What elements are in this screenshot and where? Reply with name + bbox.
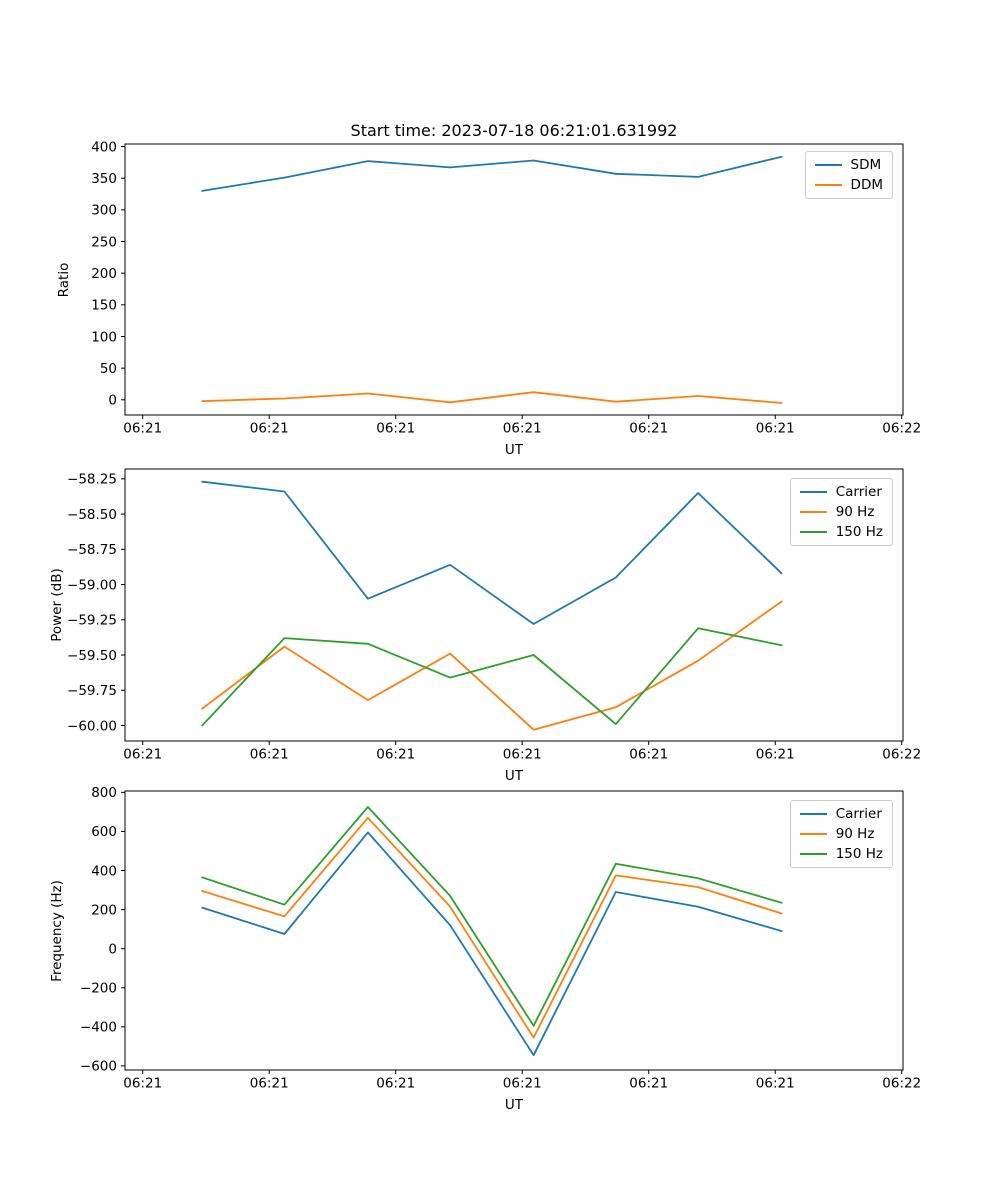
y-tick-label: 250 [91,234,117,250]
x-tick-label: 06:21 [376,747,415,763]
legend-label: Carrier [835,806,882,822]
legend-line-sample [799,491,827,493]
power-x-axis-label: UT [504,768,524,784]
legend-item: 150 Hz [799,846,883,862]
frequency-y-axis-label: Frequency (Hz) [49,880,65,982]
y-tick-label: −60.00 [67,718,117,734]
x-tick-label: 06:21 [123,747,162,763]
legend-item: 150 Hz [799,524,883,540]
ratio-y-axis-label: Ratio [56,262,72,298]
y-tick-label: 400 [91,863,117,879]
x-tick-label: 06:21 [503,747,542,763]
x-tick-label: 06:21 [123,1076,162,1092]
ratio-x-axis-label: UT [504,442,524,458]
90-hz-line [201,600,783,731]
power-y-axis-label: Power (dB) [49,568,65,642]
y-tick-label: −59.25 [67,613,117,629]
x-tick-label: 06:21 [756,747,795,763]
y-tick-label: 0 [108,393,117,409]
y-tick-label: −58.50 [67,507,117,523]
legend-label: 150 Hz [835,846,883,862]
x-tick-label: 06:21 [123,421,162,437]
legend-line-sample [799,853,827,855]
sdm-line [201,155,783,192]
y-tick-label: 300 [91,203,117,219]
x-tick-label: 06:21 [250,747,289,763]
x-tick-label: 06:21 [629,747,668,763]
y-tick-label: 0 [108,941,117,957]
y-tick-label: −200 [80,981,117,997]
x-tick-label: 06:21 [756,1076,795,1092]
150-hz-line [201,806,783,1027]
y-tick-label: −600 [80,1059,117,1075]
y-tick-label: −58.25 [67,472,117,488]
y-tick-label: −59.50 [67,648,117,664]
axes-frame [124,790,904,1071]
x-tick-label: 06:21 [250,1076,289,1092]
y-tick-label: −400 [80,1020,117,1036]
power-legend: Carrier 90 Hz 150 Hz [789,478,893,546]
y-tick-label: 50 [100,361,117,377]
x-tick-label: 06:21 [756,421,795,437]
y-tick-label: 600 [91,824,117,840]
y-tick-label: 800 [91,785,117,801]
legend-item: 90 Hz [799,504,883,520]
y-tick-label: 400 [91,139,117,155]
chart-title: Start time: 2023-07-18 06:21:01.631992 [350,121,678,140]
90-hz-line [201,816,783,1039]
legend-line-sample [799,833,827,835]
legend-line-sample [799,511,827,513]
legend-label: 90 Hz [835,826,875,842]
y-tick-label: 350 [91,171,117,187]
y-tick-label: 150 [91,298,117,314]
frequency-legend: Carrier 90 Hz 150 Hz [789,800,893,868]
legend-item: 90 Hz [799,826,883,842]
carrier-line [201,480,783,625]
legend-line-sample [814,164,842,166]
x-tick-label: 06:21 [503,1076,542,1092]
y-tick-label: 100 [91,329,117,345]
y-tick-label: 200 [91,266,117,282]
legend-label: DDM [850,177,883,193]
legend-line-sample [799,813,827,815]
legend-item: Carrier [799,484,883,500]
axes-frame [124,143,904,416]
y-tick-label: −59.75 [67,683,117,699]
legend-label: 150 Hz [835,524,883,540]
legend-label: SDM [850,157,882,173]
ratio-legend: SDM DDM [804,151,893,199]
frequency-x-axis-label: UT [504,1097,524,1113]
ddm-line [201,391,783,404]
axes-frame [124,468,904,742]
y-tick-label: −58.75 [67,542,117,558]
x-tick-label: 06:22 [882,421,921,437]
carrier-line [201,831,783,1057]
150-hz-line [201,627,783,727]
x-tick-label: 06:21 [376,1076,415,1092]
x-tick-label: 06:21 [376,421,415,437]
legend-label: Carrier [835,484,882,500]
x-tick-label: 06:21 [250,421,289,437]
legend-item: DDM [814,177,883,193]
y-tick-label: −59.00 [67,577,117,593]
legend-label: 90 Hz [835,504,875,520]
x-tick-label: 06:21 [503,421,542,437]
legend-item: SDM [814,157,883,173]
y-tick-label: 200 [91,902,117,918]
legend-item: Carrier [799,806,883,822]
x-tick-label: 06:22 [882,747,921,763]
legend-line-sample [799,531,827,533]
x-tick-label: 06:22 [882,1076,921,1092]
legend-line-sample [814,184,842,186]
x-tick-label: 06:21 [629,421,668,437]
x-tick-label: 06:21 [629,1076,668,1092]
